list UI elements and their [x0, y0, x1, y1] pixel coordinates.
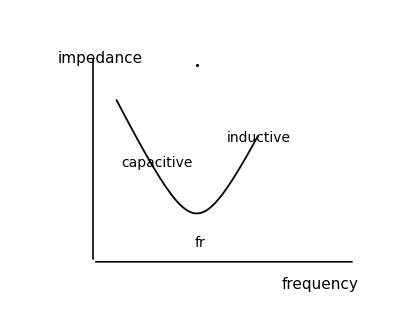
Text: impedance: impedance [58, 51, 143, 66]
Text: inductive: inductive [227, 131, 291, 145]
Text: frequency: frequency [281, 277, 358, 292]
Text: capacitive: capacitive [122, 156, 193, 170]
Text: fr: fr [194, 236, 205, 250]
